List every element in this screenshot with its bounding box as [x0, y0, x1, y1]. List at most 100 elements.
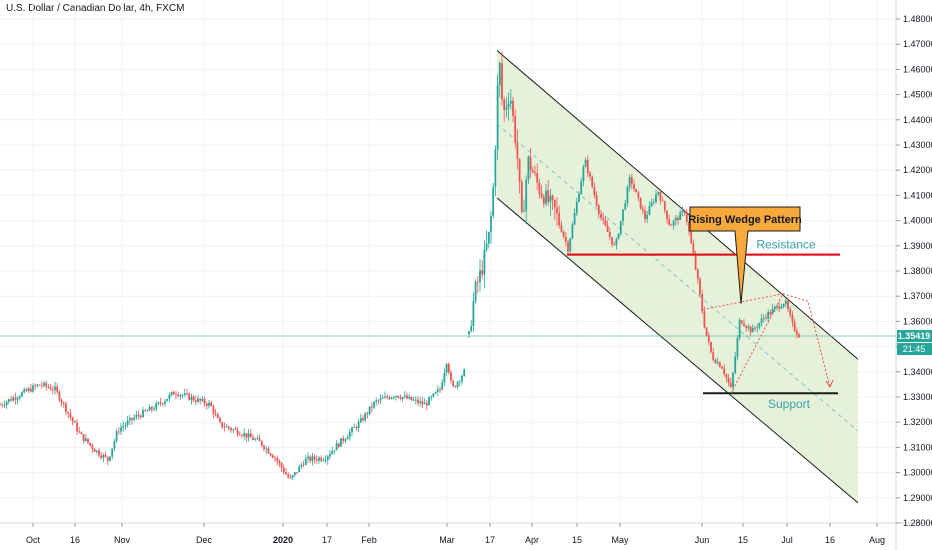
candle-body [582, 166, 585, 182]
candle-body [417, 399, 419, 404]
channel-mid-line[interactable] [496, 123, 859, 432]
candle-body [476, 281, 479, 283]
candle-body [102, 454, 105, 458]
candle-body [512, 100, 514, 116]
candle-body [648, 206, 651, 215]
candle-body [701, 294, 704, 312]
candle-body [282, 467, 285, 473]
candle-body [179, 394, 182, 397]
candle-body [58, 391, 61, 401]
time-tick-label: Feb [361, 535, 377, 545]
candle-body [331, 450, 334, 455]
projection-arrowhead [825, 379, 834, 388]
annotation-callout[interactable] [689, 206, 801, 304]
candle-body [536, 173, 539, 183]
candle-body [80, 432, 83, 435]
candle-body [556, 207, 558, 214]
candle-body [3, 404, 6, 406]
channel-lower-line[interactable] [496, 197, 859, 504]
candle-body [260, 441, 263, 446]
candle-body [364, 413, 367, 421]
candle-body [736, 337, 739, 357]
candle-body [507, 103, 510, 108]
candle-body [302, 464, 305, 466]
support-label: Support [768, 397, 811, 411]
candle-body [589, 172, 591, 177]
channel-upper-line[interactable] [496, 50, 859, 360]
candle-body [683, 210, 686, 214]
candle-body [762, 317, 765, 319]
candle-body [40, 384, 43, 386]
time-tick-label: Dec [196, 535, 213, 545]
candle-body [661, 200, 664, 202]
candle-body [655, 194, 657, 202]
countdown-tag [897, 343, 932, 356]
price-tick-label: 1.30000 [903, 468, 932, 478]
candle-body [1, 404, 4, 406]
candle-body [197, 398, 199, 402]
candle-body [545, 190, 547, 204]
candle-body [712, 352, 715, 360]
candle-body [551, 195, 554, 200]
candle-body [456, 382, 459, 387]
candle-body [298, 466, 301, 473]
candle-body [747, 326, 750, 328]
countdown-label: 21:45 [903, 344, 926, 354]
wedge-lower-line[interactable] [730, 293, 784, 394]
candle-body [756, 327, 759, 329]
candle-body [505, 107, 508, 110]
candle-body [159, 402, 162, 404]
candle-body [87, 438, 89, 443]
candle-body [721, 367, 723, 369]
candle-body [126, 420, 129, 425]
candle-body [696, 269, 699, 279]
candle-body [377, 400, 380, 402]
channel-fill [497, 50, 858, 503]
candle-body [485, 243, 488, 250]
candle-body [18, 396, 21, 399]
candle-body [622, 209, 624, 221]
candle-body [406, 395, 408, 399]
candle-body [27, 388, 30, 391]
candle-body [403, 395, 406, 397]
candle-body [758, 322, 761, 328]
candle-body [355, 427, 358, 429]
candle-body [36, 384, 39, 387]
candle-body [32, 385, 34, 392]
candle-body [137, 414, 140, 416]
candle-body [265, 448, 268, 450]
candle-body [258, 438, 261, 442]
candle-body [743, 323, 745, 326]
candle-body [304, 458, 307, 465]
candle-body [289, 477, 292, 479]
candle-body [397, 395, 400, 398]
time-axis: Oct 16 Nov Dec 2020 17 Feb Mar 17 Apr 15 May Jun 15 Ju… [26, 523, 885, 545]
candle-body [646, 214, 649, 220]
candle-body [681, 210, 684, 213]
candle-body [120, 427, 122, 432]
candle-body [256, 438, 259, 440]
wedge-upper-line[interactable] [702, 293, 784, 311]
candle-body [340, 438, 342, 447]
candle-body [122, 426, 125, 428]
candle-body [271, 455, 274, 458]
candle-body [723, 368, 726, 375]
candle-body [765, 317, 767, 319]
time-tick-label: Aug [869, 535, 885, 545]
candle-body [547, 190, 550, 202]
candle-body [150, 406, 153, 410]
projection-arrow[interactable] [782, 293, 831, 388]
candle-body [210, 402, 213, 407]
candle-body [201, 399, 204, 401]
candle-body [584, 159, 587, 167]
candle-body [113, 441, 116, 449]
candle-body [410, 396, 413, 401]
candle-body [490, 216, 492, 232]
candle-body [351, 427, 353, 433]
price-tick-label: 1.47000 [903, 39, 932, 49]
candle-body [223, 427, 226, 428]
candle-body [241, 435, 243, 437]
candle-body [307, 456, 309, 459]
candle-body [252, 437, 254, 441]
